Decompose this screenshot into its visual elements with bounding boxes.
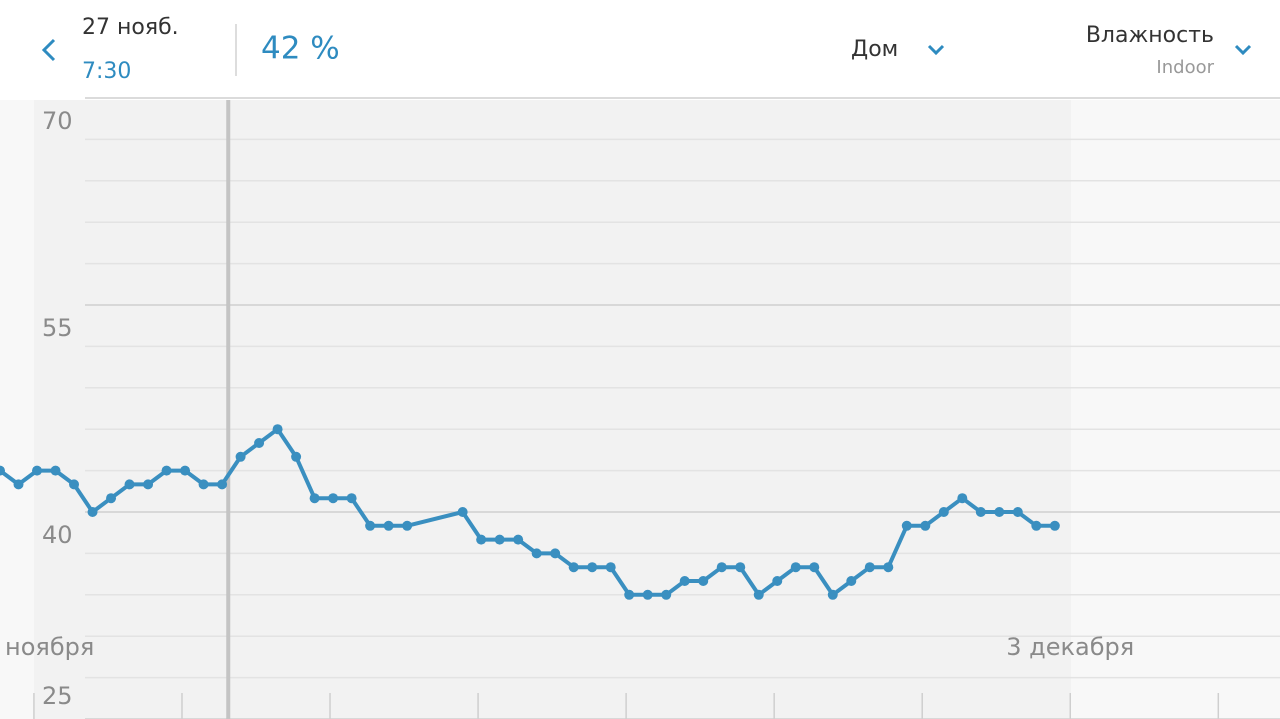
- point: [568, 562, 579, 573]
- point: [365, 520, 376, 531]
- point: [1012, 507, 1023, 517]
- point: [346, 493, 357, 504]
- metric-source: Indoor: [1156, 57, 1214, 78]
- x-tick-label: 3 декабря: [1006, 633, 1134, 661]
- point: [938, 507, 949, 517]
- point: [494, 534, 505, 545]
- point: [1031, 520, 1042, 531]
- point: [846, 576, 857, 586]
- point: [809, 562, 820, 573]
- point: [328, 493, 339, 504]
- metric[interactable]: Влажность: [1086, 23, 1214, 48]
- current-value: 42 %: [261, 31, 340, 67]
- point: [254, 438, 265, 448]
- point: [864, 562, 875, 573]
- x-tick-label: ноября: [5, 633, 94, 661]
- point: [716, 562, 727, 573]
- point: [957, 493, 968, 504]
- point: [624, 589, 635, 600]
- point: [753, 589, 764, 600]
- point: [513, 534, 524, 545]
- time: 7:30: [82, 59, 131, 84]
- y-tick-label: 70: [42, 107, 73, 135]
- point: [994, 507, 1005, 517]
- location-dropdown[interactable]: [927, 44, 945, 56]
- point: [679, 576, 690, 586]
- header-bg: [0, 0, 1280, 100]
- point: [920, 520, 931, 531]
- point: [383, 520, 394, 531]
- metric-dropdown[interactable]: [1234, 44, 1252, 56]
- point: [50, 465, 61, 476]
- back-button[interactable]: [41, 38, 56, 62]
- point: [161, 465, 172, 476]
- point: [772, 576, 783, 586]
- point: [0, 465, 5, 476]
- point: [457, 507, 468, 517]
- point: [124, 479, 135, 490]
- date: 27 нояб.: [82, 15, 179, 40]
- point: [402, 520, 413, 531]
- point: [235, 451, 246, 462]
- point: [735, 562, 746, 573]
- point: [642, 589, 653, 600]
- point: [587, 562, 598, 573]
- point: [975, 507, 986, 517]
- point: [291, 451, 302, 462]
- point: [531, 548, 542, 559]
- location[interactable]: Дом: [851, 37, 898, 62]
- point: [272, 424, 283, 435]
- point: [217, 479, 228, 490]
- plot: 70 55 40 25 ноября 3 декабря: [0, 97, 1280, 719]
- point: [69, 479, 80, 490]
- point: [550, 548, 561, 559]
- point: [790, 562, 801, 573]
- y-tick-label: 55: [42, 314, 73, 342]
- point: [827, 589, 838, 600]
- point: [32, 465, 43, 476]
- point: [198, 479, 209, 490]
- point: [901, 520, 912, 531]
- point: [1049, 520, 1060, 531]
- week-band: [34, 100, 1071, 719]
- y-tick-label: 40: [42, 521, 73, 549]
- y-tick-label: 25: [42, 682, 73, 710]
- point: [180, 465, 191, 476]
- point: [605, 562, 616, 573]
- point: [143, 479, 154, 490]
- point: [13, 479, 24, 490]
- point: [106, 493, 117, 504]
- point: [476, 534, 487, 545]
- point: [698, 576, 709, 586]
- point: [883, 562, 894, 573]
- point: [661, 589, 672, 600]
- point: [87, 507, 98, 517]
- point: [309, 493, 320, 504]
